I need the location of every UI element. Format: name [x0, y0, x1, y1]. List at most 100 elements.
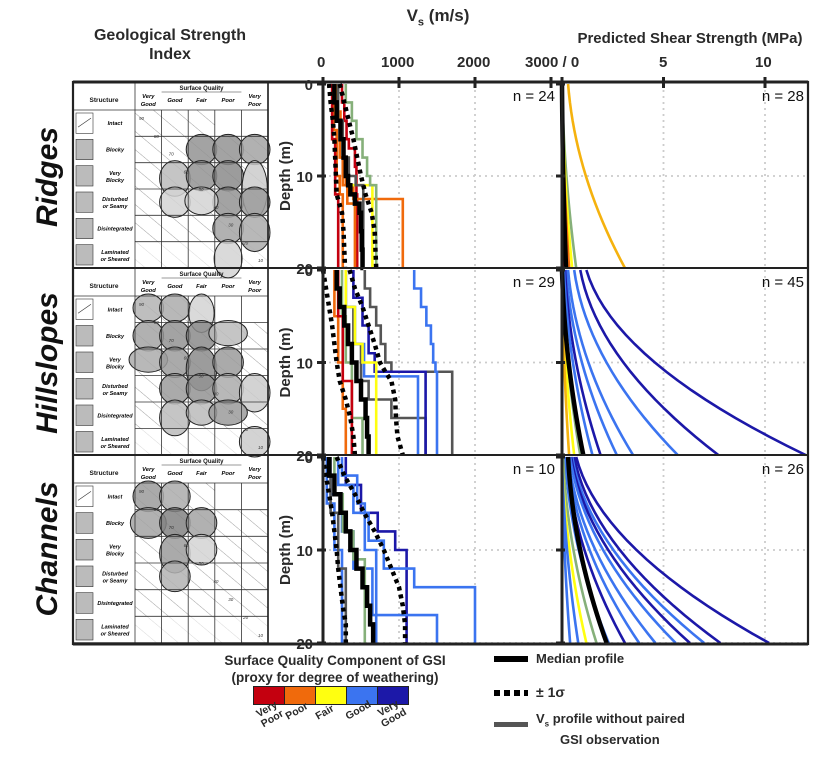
gsi-structure-header: Structure [90, 470, 119, 477]
gsi-table-ridges: Structure Surface Quality Very Good Good Fair… [72, 81, 271, 279]
gsi-column-header: Good [167, 471, 183, 477]
gsi-contour-label: 90 [139, 302, 145, 307]
shear-curve [566, 83, 627, 269]
gsi-structure-label: Disturbed [102, 384, 128, 390]
depth-axis-label: Depth (m) [277, 141, 294, 211]
gsi-observation-ellipse [159, 373, 191, 405]
gsi-contour-label: 60 [184, 169, 190, 174]
shear-curve [568, 456, 677, 644]
vs-profile-line [329, 457, 348, 643]
sigma-legend-label: ± 1σ [536, 684, 565, 700]
depth-tick-label: 10 [296, 543, 313, 560]
gsi-structure-icon [75, 565, 94, 587]
shear-curve [566, 269, 635, 456]
vs-profile-line [363, 270, 454, 455]
vs-panel-ridges [326, 83, 405, 271]
gsi-contour-label: 80 [154, 320, 160, 325]
color-label-fair: Fair [313, 702, 337, 723]
vs-profile-line [412, 270, 439, 455]
gsi-contour-label: 50 [199, 374, 205, 379]
vs-median-line [332, 84, 365, 271]
vs-tick-2000: 2000 [457, 54, 491, 71]
gsi-contour-label: 40 [213, 205, 219, 210]
gsi-contour-label: 10 [258, 258, 264, 263]
vs-panel-hillslopes [320, 269, 454, 456]
vs-profile-line [332, 84, 345, 268]
vs-profiles [320, 83, 477, 646]
gsi-contour-label: 40 [213, 391, 219, 396]
gsi-structure-icon [75, 351, 94, 373]
gsi-column-header: Poor [221, 98, 235, 104]
gsi-contour-label: 30 [228, 597, 234, 602]
gsi-structure-icon [75, 165, 94, 187]
gsi-intact-line [77, 117, 92, 128]
gsi-structure-label: Intact [108, 121, 124, 127]
grid [323, 84, 808, 644]
gsi-structure-header: Structure [90, 97, 119, 104]
gsi-structure-icon [75, 191, 94, 213]
gsi-tables: Structure Surface Quality Very Good Good Fair… [72, 81, 271, 644]
gsi-observation-ellipse [238, 212, 271, 253]
gsi-observation-ellipse [212, 133, 244, 166]
gsi-column-header: Very [249, 94, 262, 100]
shear-title: Predicted Shear Strength (MPa) [577, 30, 803, 47]
gsi-structure-label: Blocky [106, 521, 125, 527]
gsi-contour-label: 70 [169, 338, 175, 343]
gsi-structure-icon [75, 539, 94, 561]
gsi-observation-ellipse [208, 399, 248, 426]
gsi-structure-label: Disintegrated [97, 601, 133, 607]
vs-profile-line [333, 270, 348, 455]
color-swatch-very-poor [254, 687, 284, 704]
gsi-contour-label: 30 [228, 409, 234, 414]
shear-panel-channels [560, 456, 770, 645]
gsi-structure-label: Blocky [106, 334, 125, 340]
gsi-column-header: Good [141, 475, 157, 481]
gsi-structure-label: or Sheared [101, 444, 130, 450]
depth-axis-label: Depth (m) [277, 515, 294, 585]
gsi-observation-ellipse [212, 212, 244, 245]
shear-curve [585, 269, 807, 457]
gsi-structure-icon [75, 485, 94, 507]
gsi-column-header: Fair [196, 471, 207, 477]
vs-profile-line [344, 84, 378, 268]
gsi-table-channels: Structure Surface Quality Very Good Good Fair… [72, 454, 269, 644]
gsi-observation-ellipse [238, 133, 271, 166]
gsi-structure-label: or Sheared [101, 257, 130, 263]
depth-tick-label: 0 [305, 263, 313, 280]
shear-curve [561, 456, 598, 644]
gsi-structure-label: Laminated [101, 625, 129, 631]
gsi-structure-label: Laminated [101, 250, 129, 256]
frames [71, 77, 810, 646]
gsi-structure-icon [75, 244, 94, 266]
gsi-structure-icon [75, 139, 94, 160]
gsi-structure-label: Disturbed [102, 197, 128, 203]
gsi-column-header: Very [249, 280, 262, 286]
nopair-legend-swatch [494, 722, 528, 727]
gsi-column-header: Good [167, 284, 183, 290]
gsi-title-line2: Index [149, 46, 191, 63]
gsi-column-header: Poor [221, 471, 235, 477]
depth-tick-label: 20 [296, 636, 313, 653]
gsi-structure-icon [75, 112, 94, 134]
gsi-intact-line [77, 304, 92, 314]
gsi-contour-label: 20 [242, 427, 249, 432]
gsi-observation-ellipse [185, 533, 218, 566]
gsi-contour-label: 10 [258, 445, 264, 450]
gsi-title: Geological Strength Index [70, 26, 270, 64]
gsi-observation-ellipse [212, 346, 244, 378]
gsi-observation-ellipse [159, 560, 191, 593]
gsi-structure-label: Laminated [101, 437, 129, 443]
gsi-contour-label: 50 [199, 187, 205, 192]
gsi-surface-quality-header: Surface Quality [179, 272, 224, 278]
gsi-column-header: Good [141, 288, 157, 294]
gsi-contour-label: 60 [184, 543, 190, 548]
vs-median-line [334, 270, 371, 455]
gsi-column-header: Very [249, 467, 262, 473]
gsi-structure-label: Very [109, 545, 122, 551]
gsi-observation-ellipse [132, 480, 165, 513]
vs-sample-count: n = 29 [513, 274, 555, 291]
vs-profile-line [352, 270, 427, 455]
shear-curve [572, 456, 722, 645]
vs-profile-line [325, 457, 344, 643]
color-legend-title: Surface Quality Component of GSI (proxy … [200, 652, 470, 686]
